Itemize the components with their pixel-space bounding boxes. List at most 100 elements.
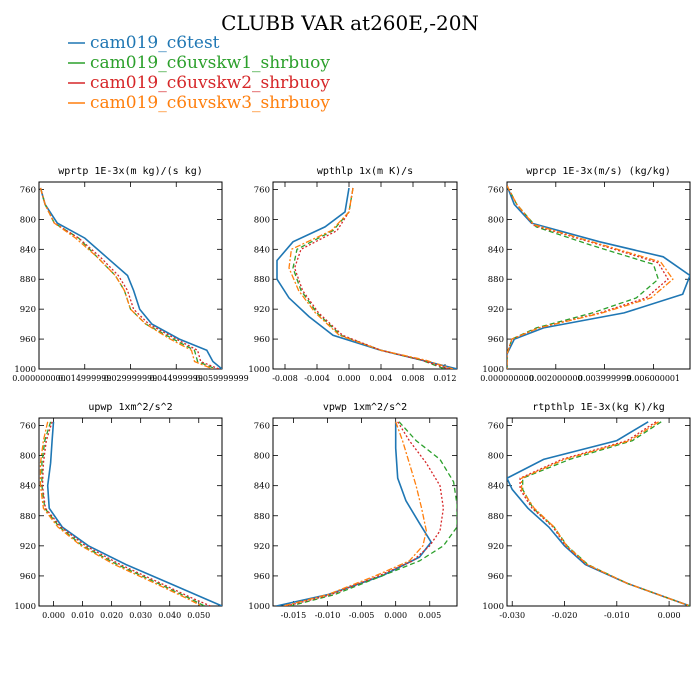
xtick-label: 0.050 [187, 611, 210, 620]
xtick-label: -0.015 [281, 611, 307, 620]
series-line [41, 421, 211, 606]
xtick-label: 0.000 [384, 611, 407, 620]
ytick-label: 1000 [14, 602, 36, 612]
xtick-label: 0.030 [129, 611, 152, 620]
xtick-label: 0.000 [658, 611, 681, 620]
legend: cam019_c6testcam019_c6uvskw1_shrbuoycam0… [68, 33, 330, 113]
ytick-label: 920 [488, 305, 504, 315]
panel-title: upwp 1xm^2/s^2 [88, 402, 172, 413]
panel-title: rtpthlp 1E-3x(kg K)/kg [532, 402, 664, 413]
panels: wprtp 1E-3x(m kg)/(s kg) 760 800 840 880 920 9… [12, 166, 691, 620]
legend-label: cam019_c6uvskw2_shrbuoy [90, 73, 330, 93]
panel-title: vpwp 1xm^2/s^2 [323, 402, 407, 413]
ytick-label: 1000 [14, 365, 36, 375]
series-line [39, 421, 202, 606]
xtick-label: -0.008 [272, 374, 298, 383]
panel-title: wpthlp 1x(m K)/s [317, 166, 413, 177]
xtick-label: 0.008 [402, 374, 425, 383]
series-line [276, 187, 457, 369]
series-line [292, 187, 446, 369]
ytick-label: 800 [254, 452, 270, 462]
series-line [507, 185, 669, 369]
series-line [293, 187, 450, 369]
chart-panel: wprcp 1E-3x(m/s) (kg/kg) 760 800 840 880 920 9… [480, 166, 691, 383]
xtick-label: 0.010 [71, 611, 94, 620]
ytick-label: 920 [254, 305, 270, 315]
ytick-label: 760 [20, 185, 36, 195]
plot-frame [272, 417, 458, 607]
xtick-label: 0.059999999 [195, 374, 248, 383]
series-line [286, 421, 445, 606]
ytick-label: 960 [488, 572, 504, 582]
plot-frame [38, 181, 223, 370]
ytick-label: 880 [254, 275, 270, 285]
ytick-label: 1000 [248, 602, 270, 612]
xtick-label: 0.044999999 [150, 374, 203, 383]
ytick-label: 920 [254, 542, 270, 552]
xtick-label: 0.000000000 [480, 374, 533, 383]
ytick-label: 760 [254, 185, 270, 195]
series-line [522, 421, 690, 606]
xtick-label: 0.029999999 [104, 374, 157, 383]
chart-panel: upwp 1xm^2/s^2 760 800 840 880 920 960 1000 0.00… [14, 402, 223, 620]
xtick-label: 0.014999999 [58, 374, 111, 383]
panel-title: wprcp 1E-3x(m/s) (kg/kg) [526, 166, 671, 177]
series-line [289, 421, 457, 606]
ytick-label: 840 [20, 482, 36, 492]
series-line [41, 421, 205, 606]
xtick-label: 0.000000000 [12, 374, 65, 383]
ytick-label: 1000 [248, 365, 270, 375]
xtick-label: -0.010 [604, 611, 630, 620]
ytick-label: 840 [488, 482, 504, 492]
xtick-label: 0.000 [338, 374, 361, 383]
ytick-label: 800 [254, 215, 270, 225]
ytick-label: 800 [20, 215, 36, 225]
xtick-label: 0.000 [42, 611, 65, 620]
ytick-label: 880 [254, 512, 270, 522]
series-line [39, 187, 222, 369]
ytick-label: 800 [488, 215, 504, 225]
xtick-label: -0.010 [315, 611, 341, 620]
series-line [283, 421, 427, 606]
ytick-label: 880 [488, 512, 504, 522]
ytick-label: 920 [488, 542, 504, 552]
xtick-label: -0.004 [304, 374, 330, 383]
plot-frame [506, 181, 691, 370]
plot-frame [506, 417, 691, 607]
chart-panel: rtpthlp 1E-3x(kg K)/kg 760 800 840 880 920 960… [482, 402, 691, 620]
xtick-label: 0.005 [418, 611, 441, 620]
ytick-label: 960 [254, 335, 270, 345]
series-line [39, 187, 220, 369]
ytick-label: 840 [20, 245, 36, 255]
panel-title: wprtp 1E-3x(m kg)/(s kg) [58, 166, 203, 177]
series-line [276, 421, 433, 606]
xtick-label: 0.012 [434, 374, 457, 383]
ytick-label: 1000 [482, 602, 504, 612]
chart-panel: wpthlp 1x(m K)/s7608008408809209601000-0… [248, 166, 458, 383]
series-line [519, 421, 690, 606]
ytick-label: 840 [254, 245, 270, 255]
ytick-label: 760 [254, 422, 270, 432]
ytick-label: 1000 [482, 365, 504, 375]
legend-label: cam019_c6uvskw1_shrbuoy [90, 53, 330, 73]
series-line [39, 187, 214, 369]
ytick-label: 800 [20, 452, 36, 462]
ytick-label: 840 [254, 482, 270, 492]
series-line [288, 187, 454, 369]
ytick-label: 880 [20, 275, 36, 285]
series-line [520, 421, 690, 606]
ytick-label: 960 [254, 572, 270, 582]
ytick-label: 920 [20, 542, 36, 552]
series-line [507, 185, 674, 369]
chart-panel: wprtp 1E-3x(m kg)/(s kg) 760 800 840 880 920 9… [12, 166, 248, 383]
ytick-label: 760 [488, 422, 504, 432]
figure-title: CLUBB VAR at260E,-20N [221, 11, 479, 35]
ytick-label: 880 [20, 512, 36, 522]
xtick-label: 0.006000001 [627, 374, 680, 383]
legend-label: cam019_c6test [90, 33, 220, 53]
xtick-label: -0.005 [349, 611, 375, 620]
ytick-label: 800 [488, 452, 504, 462]
xtick-label: -0.020 [552, 611, 578, 620]
ytick-label: 960 [20, 335, 36, 345]
